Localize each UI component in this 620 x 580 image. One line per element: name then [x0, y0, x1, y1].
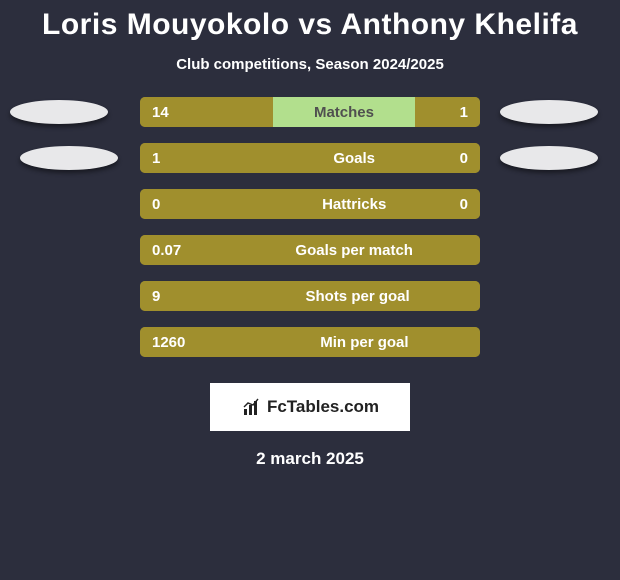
stat-row: 0 Hattricks 0 — [0, 189, 620, 235]
stat-metric-segment: Goals — [283, 143, 426, 173]
brand-logo-box: FcTables.com — [210, 383, 410, 431]
stat-bar: 0 Hattricks 0 — [140, 189, 480, 219]
comparison-card: Loris Mouyokolo vs Anthony Khelifa Club … — [0, 0, 620, 580]
stat-right-value: 1 — [460, 104, 468, 121]
stat-metric-segment: Min per goal — [283, 327, 446, 357]
stat-left-value: 1 — [152, 150, 160, 167]
stat-metric-label: Goals per match — [295, 242, 413, 259]
stat-metric-label: Goals — [333, 150, 375, 167]
player-marker-left — [20, 146, 118, 170]
stat-bar: 1 Goals 0 — [140, 143, 480, 173]
stat-left-value: 0.07 — [152, 242, 181, 259]
stat-right-segment: 1 — [415, 97, 480, 127]
footer-date: 2 march 2025 — [0, 449, 620, 469]
stat-right-segment — [446, 281, 480, 311]
stat-right-segment: 0 — [426, 143, 480, 173]
stat-row: 9 Shots per goal — [0, 281, 620, 327]
stat-left-segment: 0 — [140, 189, 283, 219]
stat-row: 1260 Min per goal — [0, 327, 620, 373]
stat-metric-label: Min per goal — [320, 334, 408, 351]
stat-row: 1 Goals 0 — [0, 143, 620, 189]
stat-right-segment: 0 — [426, 189, 480, 219]
stat-left-segment: 1260 — [140, 327, 283, 357]
stat-metric-segment: Hattricks — [283, 189, 426, 219]
brand-logo-text: FcTables.com — [267, 397, 379, 417]
stat-bar: 0.07 Goals per match — [140, 235, 480, 265]
stat-bar: 9 Shots per goal — [140, 281, 480, 311]
stat-metric-segment: Shots per goal — [269, 281, 446, 311]
stat-right-value: 0 — [460, 196, 468, 213]
stat-left-segment: 9 — [140, 281, 269, 311]
player-marker-left — [10, 100, 108, 124]
stat-bar: 1260 Min per goal — [140, 327, 480, 357]
stat-left-value: 1260 — [152, 334, 185, 351]
stat-left-value: 9 — [152, 288, 160, 305]
stat-bar: 14 Matches 1 — [140, 97, 480, 127]
stat-metric-label: Matches — [314, 104, 374, 121]
stat-metric-label: Shots per goal — [305, 288, 409, 305]
stat-metric-segment: Matches — [273, 97, 416, 127]
page-title: Loris Mouyokolo vs Anthony Khelifa — [0, 0, 620, 42]
stat-right-segment — [446, 235, 480, 265]
player-marker-right — [500, 146, 598, 170]
stat-right-segment — [446, 327, 480, 357]
stat-left-segment: 1 — [140, 143, 283, 173]
chart-icon — [241, 396, 263, 418]
stats-list: 14 Matches 1 1 Goals 0 0 Hattricks 0 0.07 Goals pe… — [0, 97, 620, 373]
stat-left-value: 14 — [152, 104, 169, 121]
stat-left-segment: 14 — [140, 97, 273, 127]
stat-left-segment: 0.07 — [140, 235, 262, 265]
stat-metric-segment: Goals per match — [262, 235, 446, 265]
player-marker-right — [500, 100, 598, 124]
page-subtitle: Club competitions, Season 2024/2025 — [0, 56, 620, 73]
stat-left-value: 0 — [152, 196, 160, 213]
stat-metric-label: Hattricks — [322, 196, 386, 213]
stat-right-value: 0 — [460, 150, 468, 167]
stat-row: 0.07 Goals per match — [0, 235, 620, 281]
stat-row: 14 Matches 1 — [0, 97, 620, 143]
